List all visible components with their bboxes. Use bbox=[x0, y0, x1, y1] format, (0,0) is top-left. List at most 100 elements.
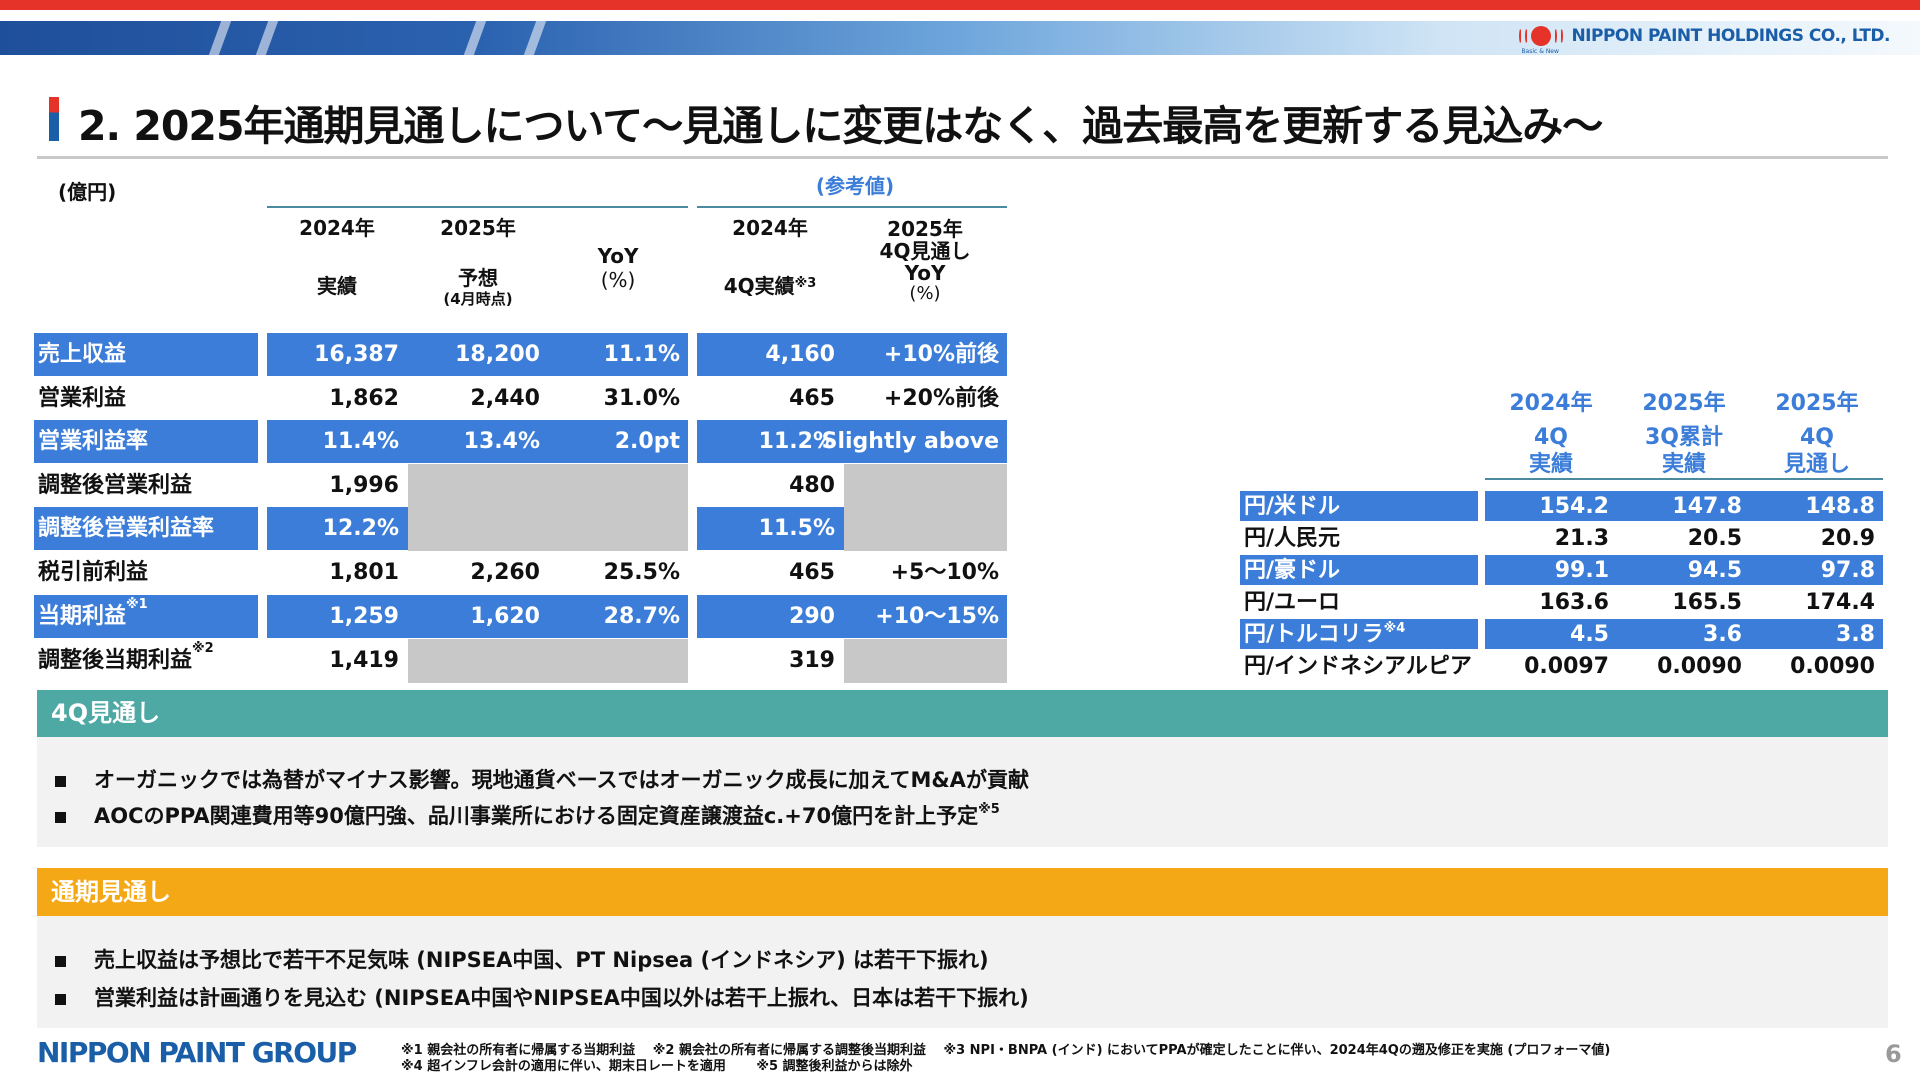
page-title: 2. 2025年通期見通しについて～見通しに変更はなく、過去最高を更新する見込み… bbox=[78, 102, 1603, 150]
row-highlight bbox=[1240, 555, 1478, 585]
fx-row: 円/インドネシアルピア 0.0097 0.0090 0.0090 bbox=[1240, 651, 1883, 683]
fx-label-text: 円/ユーロ bbox=[1244, 590, 1341, 615]
empty-cell bbox=[408, 464, 688, 508]
col-2024-4q-header: 2024年 4Q実績※3 bbox=[723, 216, 817, 298]
value-cell: 480 bbox=[789, 473, 835, 498]
header-stripe bbox=[0, 21, 1920, 55]
value-cell: +10%前後 bbox=[883, 342, 999, 367]
fx-row-label: 円/ユーロ bbox=[1240, 587, 1464, 619]
value-cell: 2.0pt bbox=[614, 429, 680, 454]
fx-col-2025-4q-header: 2025年 4Q 見通し bbox=[1775, 391, 1859, 477]
fx-value-cell: 165.5 bbox=[1672, 590, 1742, 615]
table-row: 調整後営業利益 1,996 480 bbox=[34, 464, 1007, 508]
value-cell: 290 bbox=[789, 604, 835, 629]
value-cell: +10～15% bbox=[875, 604, 999, 629]
group-logo: NIPPON PAINT GROUP bbox=[37, 1036, 357, 1069]
value-cell: +5～10% bbox=[890, 560, 999, 585]
row-label: 営業利益率 bbox=[34, 420, 258, 463]
col-yoy-header: YoY (%) bbox=[597, 244, 639, 292]
empty-cell bbox=[844, 507, 1007, 551]
table-row: 売上収益 16,387 18,200 11.1% 4,160 +10%前後 bbox=[34, 333, 1007, 376]
header-rule-reference bbox=[697, 206, 1007, 208]
table-row: 営業利益 1,862 2,440 31.0% 465 +20%前後 bbox=[34, 377, 1007, 420]
value-cell: 11.2% bbox=[758, 429, 835, 454]
fx-label-text: 円/米ドル bbox=[1244, 494, 1341, 519]
col-2025-4q-header: 2025年 4Q見通し YoY (%) bbox=[879, 217, 971, 304]
row-highlight bbox=[34, 333, 258, 376]
row-label-text: 売上収益 bbox=[38, 342, 127, 367]
value-cell: 1,801 bbox=[329, 560, 399, 585]
fx-label-text: 円/インドネシアルピア bbox=[1244, 654, 1472, 679]
value-cell: 465 bbox=[789, 386, 835, 411]
value-cell: 1,419 bbox=[329, 648, 399, 673]
fx-row: 円/人民元 21.3 20.5 20.9 bbox=[1240, 523, 1883, 555]
table-row: 当期利益※1 1,259 1,620 28.7% 290 +10～15% bbox=[34, 595, 1007, 638]
row-label-text: 営業利益率 bbox=[38, 429, 149, 454]
value-cell: 4,160 bbox=[765, 342, 835, 367]
fx-row: 円/トルコリラ※4 4.5 3.6 3.8 bbox=[1240, 619, 1883, 651]
fx-row-label: 円/トルコリラ※4 bbox=[1240, 619, 1464, 651]
fx-row-label: 円/米ドル bbox=[1240, 491, 1464, 523]
fx-label-text: 円/人民元 bbox=[1244, 526, 1341, 551]
row-label-text: 当期利益 bbox=[38, 604, 127, 629]
reference-label: (参考値) bbox=[815, 174, 895, 198]
fx-value-cell: 147.8 bbox=[1672, 494, 1742, 519]
value-cell: 1,259 bbox=[329, 604, 399, 629]
empty-cell bbox=[408, 507, 688, 551]
value-cell: 1,620 bbox=[470, 604, 540, 629]
footnote-marker: ※4 bbox=[1383, 621, 1406, 636]
row-highlight bbox=[1485, 491, 1883, 521]
fx-value-cell: 174.4 bbox=[1805, 590, 1875, 615]
value-cell: 465 bbox=[789, 560, 835, 585]
fx-value-cell: 0.0090 bbox=[1790, 654, 1875, 679]
col-2025-header: 2025年 予想 (4月時点) bbox=[440, 216, 516, 308]
row-highlight bbox=[34, 507, 258, 550]
row-highlight bbox=[267, 595, 688, 638]
fx-value-cell: 3.8 bbox=[1836, 622, 1875, 647]
fx-value-cell: 21.3 bbox=[1554, 526, 1609, 551]
q4-outlook-heading: 4Q見通し bbox=[37, 690, 1888, 737]
value-cell: 28.7% bbox=[603, 604, 680, 629]
fx-value-cell: 154.2 bbox=[1539, 494, 1609, 519]
footnote-line-1: ※1 親会社の所有者に帰属する当期利益 ※2 親会社の所有者に帰属する調整後当期… bbox=[401, 1043, 1611, 1058]
fx-col-2025-3q-header: 2025年 3Q累計 実績 bbox=[1642, 391, 1726, 477]
fx-value-cell: 94.5 bbox=[1687, 558, 1742, 583]
row-label: 調整後営業利益率 bbox=[34, 507, 258, 550]
row-highlight bbox=[34, 595, 258, 638]
fx-row: 円/ユーロ 163.6 165.5 174.4 bbox=[1240, 587, 1883, 619]
fx-value-cell: 4.5 bbox=[1570, 622, 1609, 647]
footnote-marker: ※2 bbox=[192, 641, 214, 656]
empty-cell bbox=[844, 639, 1007, 683]
fx-row-label: 円/豪ドル bbox=[1240, 555, 1464, 587]
row-highlight bbox=[697, 595, 1007, 638]
table-row: 調整後当期利益※2 1,419 319 bbox=[34, 639, 1007, 683]
footnote-marker: ※1 bbox=[126, 597, 148, 612]
value-cell: 18,200 bbox=[455, 342, 540, 367]
row-label: 調整後営業利益 bbox=[34, 464, 258, 507]
page-number: 6 bbox=[1885, 1040, 1902, 1068]
table-row: 税引前利益 1,801 2,260 25.5% 465 +5～10% bbox=[34, 551, 1007, 594]
value-cell: 16,387 bbox=[314, 342, 399, 367]
row-label: 売上収益 bbox=[34, 333, 258, 376]
value-cell: 2,440 bbox=[470, 386, 540, 411]
row-highlight bbox=[34, 420, 258, 463]
row-label-text: 調整後営業利益 bbox=[38, 473, 193, 498]
table-row: 営業利益率 11.4% 13.4% 2.0pt 11.2% Slightly above bbox=[34, 420, 1007, 463]
q4-outlook-body bbox=[37, 737, 1888, 847]
value-cell: 11.4% bbox=[322, 429, 399, 454]
header-rule bbox=[267, 206, 688, 208]
logo-mark-icon: Basic & New bbox=[1517, 26, 1565, 55]
company-name: NIPPON PAINT HOLDINGS CO., LTD. bbox=[1571, 26, 1890, 46]
empty-cell bbox=[408, 639, 688, 683]
fx-header-rule bbox=[1485, 478, 1883, 480]
fx-value-cell: 163.6 bbox=[1539, 590, 1609, 615]
value-cell: 25.5% bbox=[603, 560, 680, 585]
value-cell: 1,996 bbox=[329, 473, 399, 498]
full-year-bullet: 売上収益は予想比で若干不足気味 (NIPSEA中国、PT Nipsea (インド… bbox=[55, 944, 989, 974]
row-label: 調整後当期利益※2 bbox=[34, 639, 258, 682]
fx-row: 円/豪ドル 99.1 94.5 97.8 bbox=[1240, 555, 1883, 587]
q4-bullet: オーガニックでは為替がマイナス影響。現地通貨ベースではオーガニック成長に加えてM… bbox=[55, 764, 1029, 794]
row-highlight bbox=[267, 333, 688, 376]
fx-value-cell: 148.8 bbox=[1805, 494, 1875, 519]
fx-label-text: 円/トルコリラ bbox=[1244, 622, 1384, 647]
